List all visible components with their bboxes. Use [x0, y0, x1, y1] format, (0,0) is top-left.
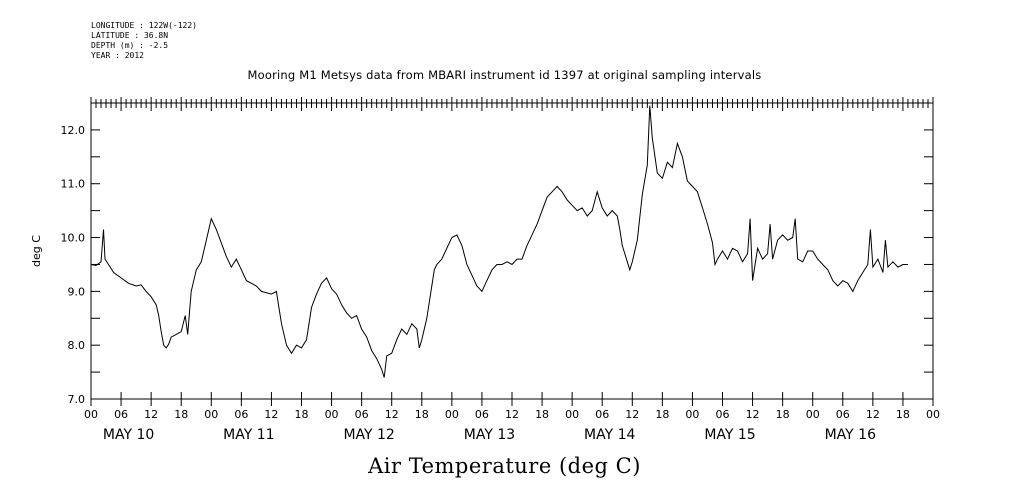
metadata-block: LONGITUDE : 122W(-122) LATITUDE : 36.8N …: [91, 21, 197, 61]
x-day-label: MAY 16: [825, 427, 876, 443]
x-tick-label: 00: [565, 408, 579, 421]
series-line-0: [90, 105, 908, 378]
x-tick-label: 12: [746, 408, 760, 421]
x-tick-label: 18: [535, 408, 549, 421]
y-tick-label: 11.0: [61, 178, 86, 191]
x-day-label: MAY 12: [343, 427, 394, 443]
y-tick-label: 7.0: [68, 393, 86, 406]
x-tick-label: 12: [505, 408, 519, 421]
x-tick-label: 06: [475, 408, 489, 421]
depth-text: DEPTH (m) : -2.5: [91, 41, 169, 50]
x-tick-label: 00: [445, 408, 459, 421]
x-day-label: MAY 11: [223, 427, 274, 443]
x-tick-label: 18: [896, 408, 910, 421]
x-tick-label: 00: [685, 408, 699, 421]
x-tick-label: 12: [144, 408, 158, 421]
x-day-label: MAY 10: [103, 427, 154, 443]
x-tick-label: 18: [295, 408, 309, 421]
x-tick-label: 00: [806, 408, 820, 421]
latitude-text: LATITUDE : 36.8N: [91, 31, 169, 40]
x-tick-label: 12: [866, 408, 880, 421]
x-tick-label: 12: [385, 408, 399, 421]
x-tick-label: 00: [926, 408, 940, 421]
x-tick-label: 18: [415, 408, 429, 421]
plot-frame: [90, 102, 934, 400]
y-tick-label: 12.0: [61, 124, 86, 137]
x-day-label: MAY 14: [584, 427, 635, 443]
x-tick-label: 06: [836, 408, 850, 421]
chart-title: Mooring M1 Metsys data from MBARI instru…: [247, 68, 762, 82]
x-tick-label: 06: [355, 408, 369, 421]
y-tick-label: 9.0: [68, 285, 86, 298]
y-tick-label: 10.0: [61, 232, 86, 245]
x-tick-label: 06: [716, 408, 730, 421]
x-tick-label: 00: [204, 408, 218, 421]
x-tick-label: 06: [114, 408, 128, 421]
x-tick-label: 06: [234, 408, 248, 421]
x-tick-label: 18: [655, 408, 669, 421]
x-tick-label: 00: [84, 408, 98, 421]
y-tick-label: 8.0: [68, 339, 86, 352]
longitude-text: LONGITUDE : 122W(-122): [91, 21, 197, 30]
x-tick-label: 00: [325, 408, 339, 421]
x-day-label: MAY 15: [704, 427, 755, 443]
x-tick-label: 06: [595, 408, 609, 421]
year-text: YEAR : 2012: [91, 51, 144, 60]
x-axis-label: Air Temperature (deg C): [368, 454, 641, 478]
y-axis-label: deg C: [30, 235, 43, 267]
x-tick-label: 12: [625, 408, 639, 421]
x-day-label: MAY 13: [464, 427, 515, 443]
x-tick-label: 12: [264, 408, 278, 421]
x-tick-label: 18: [174, 408, 188, 421]
x-tick-label: 18: [776, 408, 790, 421]
